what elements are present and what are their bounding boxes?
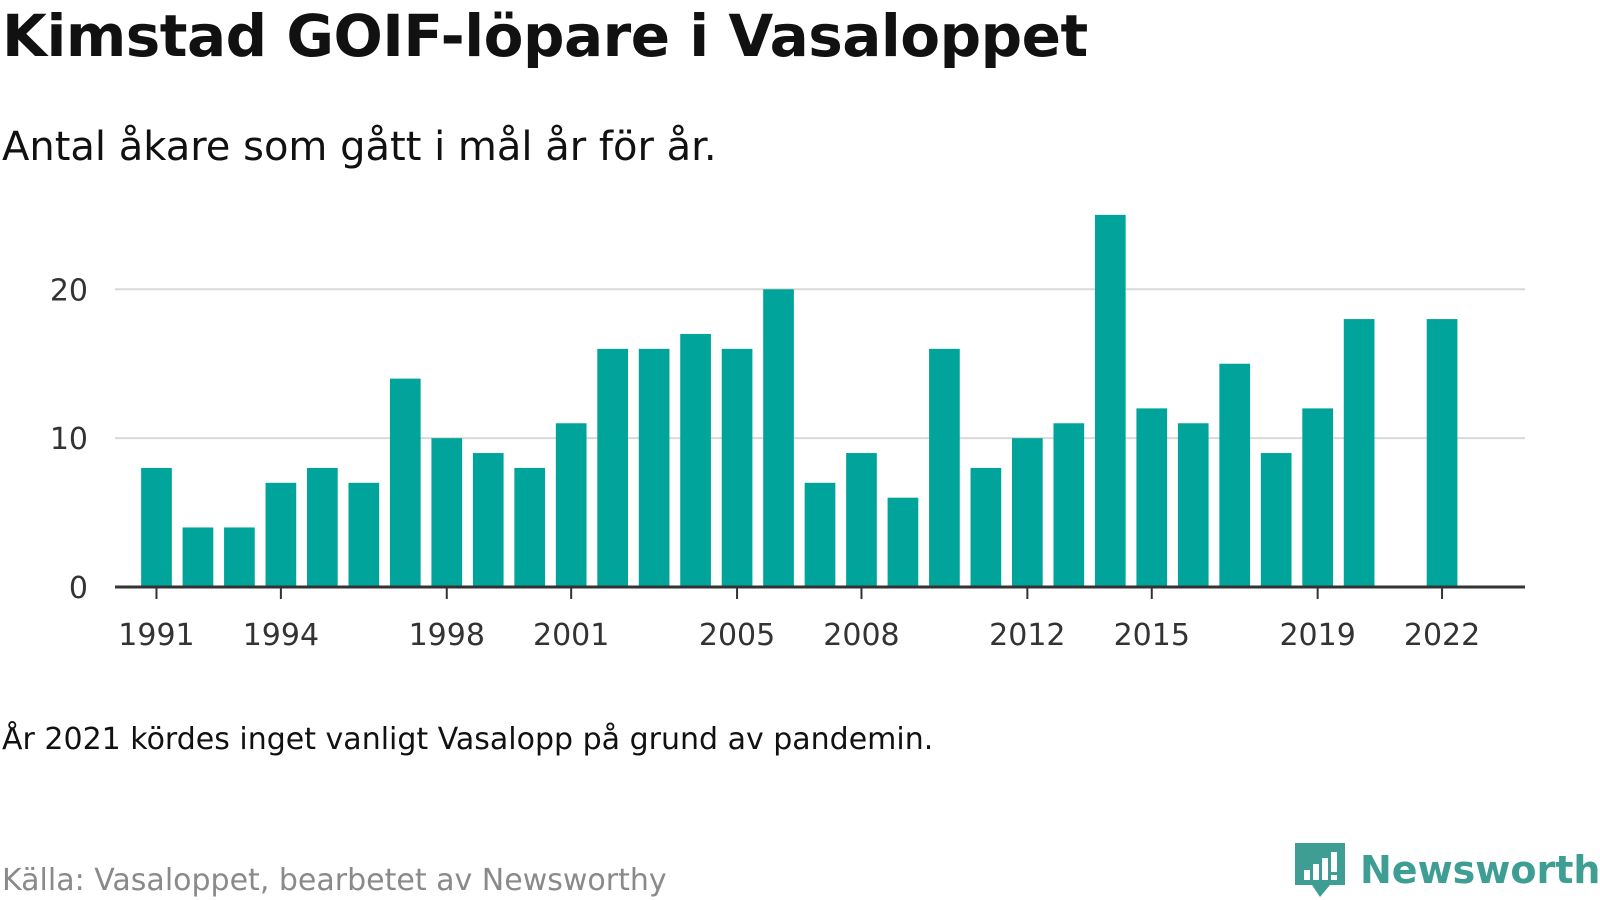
- bar: [1302, 408, 1333, 587]
- bar: [1012, 438, 1043, 587]
- bar: [1343, 319, 1375, 587]
- bar: [1177, 423, 1209, 587]
- chart-title: Kimstad GOIF-löpare i Vasaloppet: [2, 2, 1088, 70]
- bar: [514, 467, 546, 587]
- bar: [265, 482, 297, 587]
- axes: 0 10 20 1991 1994 1998 2001 2005 2008 2012 2015 201…: [50, 273, 1525, 653]
- bar: [389, 378, 421, 587]
- x-tick-label: 2012: [989, 618, 1065, 653]
- bar: [970, 467, 1002, 587]
- bar: [1426, 319, 1458, 587]
- bar: [1219, 363, 1251, 587]
- bar: [1136, 408, 1168, 587]
- y-tick-label: 20: [50, 273, 88, 308]
- bar: [763, 289, 794, 587]
- bar: [348, 482, 380, 587]
- bar: [887, 497, 919, 587]
- y-tick-label: 0: [69, 571, 88, 606]
- bar: [141, 467, 172, 587]
- bar: [224, 527, 255, 587]
- footnote: År 2021 kördes inget vanligt Vasalopp på…: [2, 722, 934, 757]
- x-tick-label: 1994: [243, 618, 319, 653]
- source-credit: Källa: Vasaloppet, bearbetet av Newswort…: [2, 863, 667, 898]
- logo-text: Newsworthy: [1360, 848, 1600, 892]
- bar: [1053, 423, 1085, 587]
- gridlines: [115, 288, 1525, 440]
- bar: [472, 453, 504, 587]
- newsworthy-logo: Newsworthy: [1292, 840, 1600, 900]
- y-tick-label: 10: [50, 422, 88, 457]
- bar: [182, 527, 214, 587]
- bar: [638, 348, 670, 587]
- newsworthy-logo-icon: [1295, 843, 1345, 897]
- bar: [680, 333, 711, 587]
- bar: [721, 348, 753, 587]
- x-tick-label: 2001: [533, 618, 609, 653]
- x-tick-label: 2022: [1404, 618, 1480, 653]
- bars: [141, 214, 1458, 587]
- x-tick-label: 2005: [699, 618, 775, 653]
- bar: [846, 453, 877, 587]
- x-tick-label: 2008: [823, 618, 899, 653]
- x-tick-label: 1998: [409, 618, 485, 653]
- bar: [1094, 214, 1126, 587]
- x-tick-label: 2015: [1114, 618, 1190, 653]
- x-tick-label: 1991: [118, 618, 194, 653]
- bar: [929, 348, 960, 587]
- bar: [307, 467, 338, 587]
- bar: [1260, 453, 1292, 587]
- bar: [804, 482, 836, 587]
- bar: [555, 423, 587, 587]
- chart-subtitle: Antal åkare som gått i mål år för år.: [2, 124, 717, 170]
- bar: [597, 348, 628, 587]
- x-tick-label: 2019: [1279, 618, 1355, 653]
- bar: [431, 438, 463, 587]
